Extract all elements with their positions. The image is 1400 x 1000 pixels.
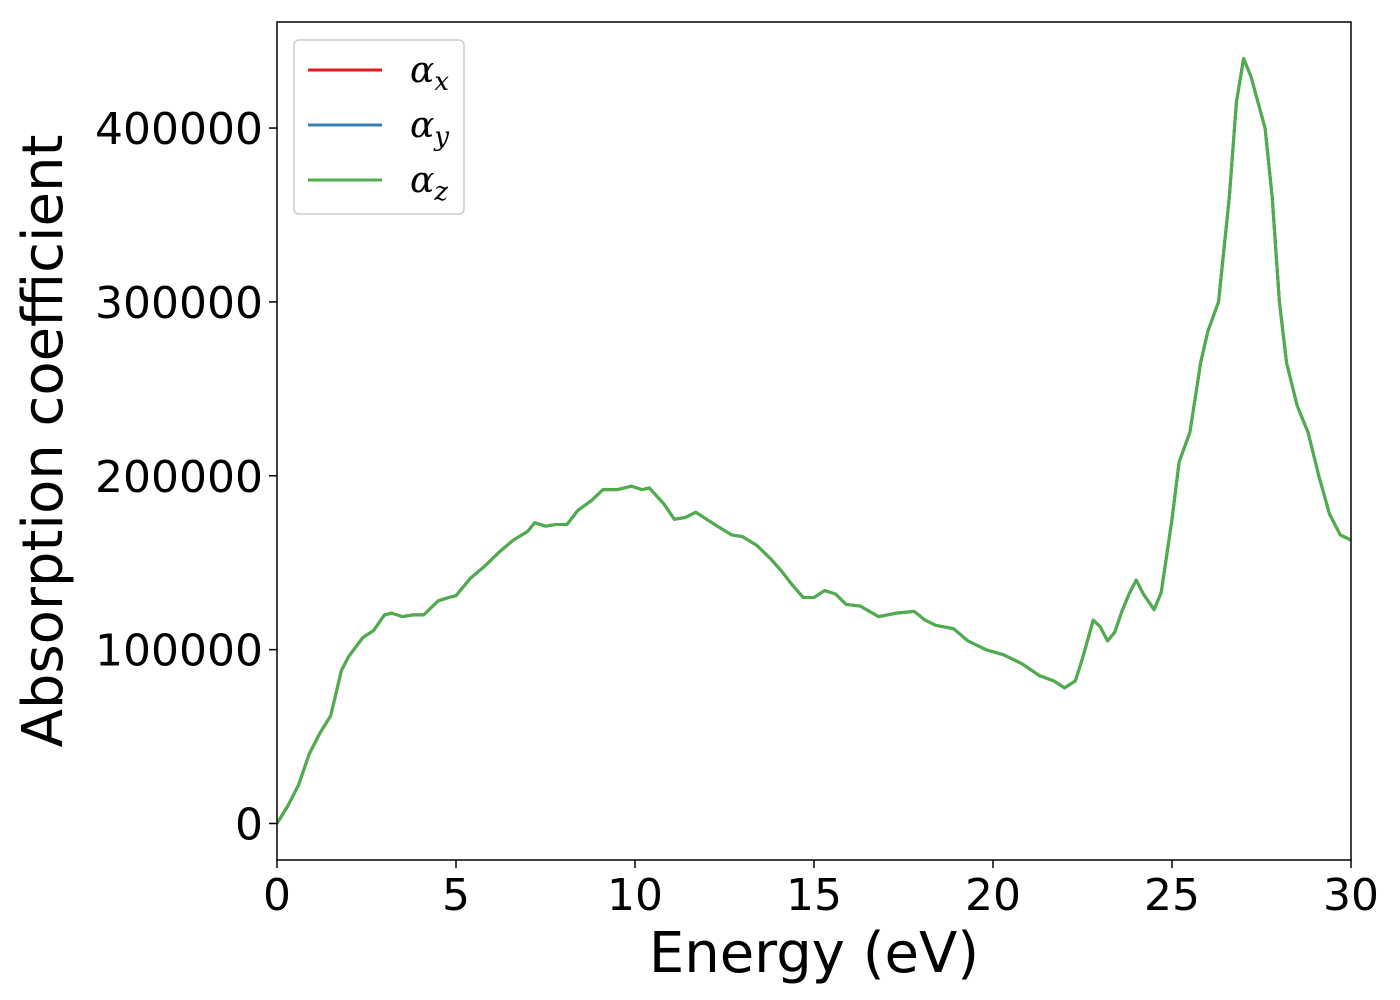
- x-tick-label: 15: [786, 870, 842, 921]
- x-tick-label: 10: [607, 870, 663, 921]
- legend-frame: [293, 39, 465, 215]
- legend-label: αx: [410, 50, 449, 97]
- x-tick-label: 5: [442, 870, 470, 921]
- x-tick-label: 30: [1323, 870, 1379, 921]
- plot-frame: [276, 21, 1352, 861]
- y-tick-label: 0: [235, 799, 263, 850]
- x-tick-label: 20: [965, 870, 1021, 921]
- legend: αx αy αz: [293, 39, 465, 215]
- y-tick-label: 400000: [95, 104, 263, 155]
- x-axis-label: Energy (eV): [649, 921, 979, 986]
- legend-label: αy: [410, 105, 449, 152]
- y-tick-label: 100000: [95, 626, 263, 677]
- y-tick-label: 300000: [95, 278, 263, 329]
- series-line: [277, 57, 1351, 825]
- y-tick-label: 200000: [95, 452, 263, 503]
- x-tick-label: 0: [263, 870, 291, 921]
- y-axis-label: Absorption coefficient: [11, 135, 76, 748]
- x-tick-label: 25: [1144, 870, 1200, 921]
- legend-label: αz: [410, 160, 448, 207]
